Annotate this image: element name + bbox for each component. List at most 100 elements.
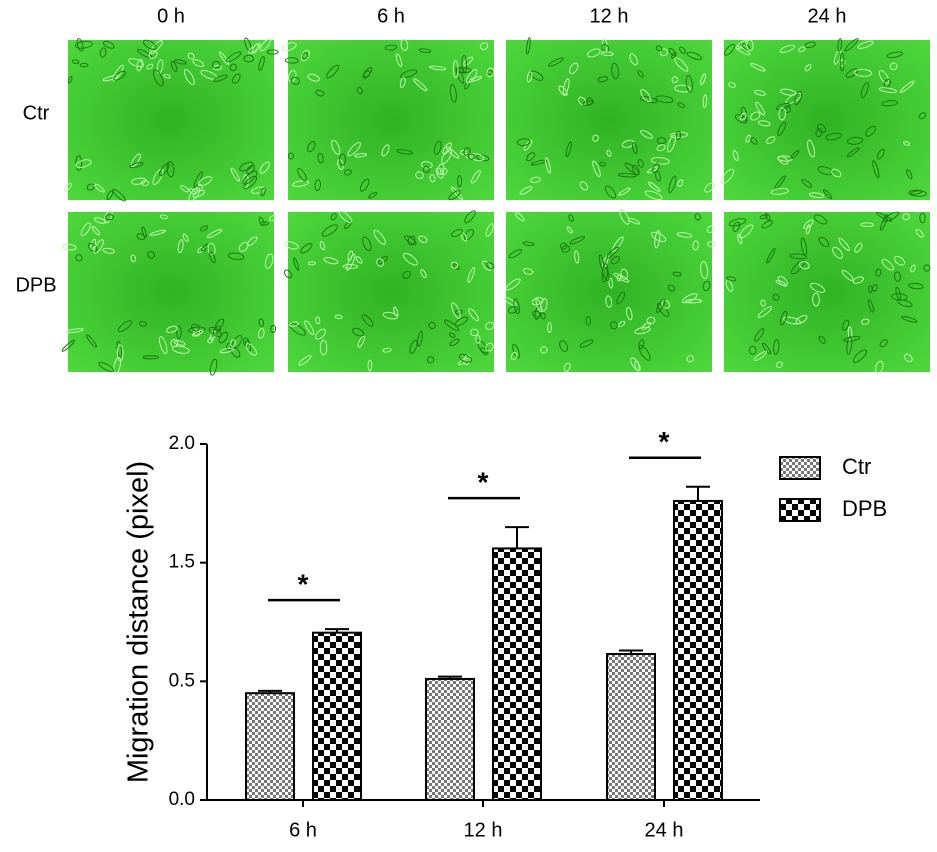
cell [732, 150, 739, 162]
cell [445, 146, 460, 159]
cell [130, 153, 141, 168]
cell [634, 360, 640, 372]
cell [355, 256, 363, 264]
cell [815, 128, 823, 138]
cell [745, 134, 751, 143]
cell [454, 316, 468, 327]
y-axis-title: Migration distance (pixel) [123, 461, 155, 783]
cell [257, 328, 265, 339]
cell [466, 69, 478, 84]
cell [608, 277, 613, 289]
cell [102, 74, 119, 82]
cell [62, 243, 77, 251]
cell [674, 84, 692, 93]
cell [592, 160, 601, 178]
cell [400, 38, 409, 51]
cell [809, 282, 826, 293]
bar [312, 631, 362, 801]
cell [152, 69, 164, 87]
cell [860, 318, 870, 325]
cell [544, 157, 552, 174]
cell [704, 182, 715, 193]
cell [860, 222, 874, 227]
significance-star: * [478, 466, 489, 497]
cell [362, 236, 372, 252]
cell [903, 140, 911, 146]
cell [748, 345, 757, 355]
cell [647, 166, 658, 174]
cell [753, 351, 767, 361]
cell [775, 279, 786, 286]
cell [625, 306, 633, 321]
cell [464, 210, 476, 224]
cell [867, 299, 875, 313]
cell [503, 296, 517, 307]
cell [102, 247, 115, 254]
cell [631, 142, 638, 154]
cell [450, 186, 464, 201]
cell [86, 334, 97, 348]
cell [880, 214, 888, 231]
cell [822, 189, 833, 200]
cell [64, 183, 72, 192]
cell [757, 120, 771, 127]
cell [396, 149, 413, 155]
cell [604, 185, 617, 199]
cell [376, 258, 384, 267]
x-tick-label: 6 h [289, 819, 317, 841]
cell [292, 180, 309, 188]
y-tick-label: 0.5 [169, 670, 195, 691]
cell [230, 167, 240, 182]
cell [779, 88, 797, 96]
cell [426, 356, 435, 364]
cell [843, 336, 861, 342]
cell [540, 346, 548, 354]
cell [400, 69, 418, 79]
cell [428, 321, 436, 330]
cell [177, 239, 184, 254]
cell [754, 328, 765, 342]
micrograph-bg [724, 212, 930, 372]
cell [817, 166, 834, 176]
cell [264, 253, 274, 270]
cell [878, 70, 890, 84]
cell [804, 41, 816, 49]
cell [159, 336, 168, 355]
micrograph-bg [288, 212, 494, 372]
cell [599, 161, 607, 167]
cell [761, 220, 773, 229]
cell [359, 178, 370, 192]
cell [516, 138, 531, 147]
cell [686, 51, 703, 60]
micrograph-bg [724, 40, 930, 200]
row-label: Ctr [23, 102, 50, 124]
cell [602, 266, 610, 281]
cell [644, 190, 663, 200]
cell [384, 44, 398, 51]
cell [347, 142, 362, 157]
cell [287, 152, 295, 160]
cell [846, 336, 853, 355]
cell [290, 76, 300, 85]
cell [382, 347, 392, 353]
cell [452, 60, 459, 79]
cell [93, 217, 107, 224]
cell [197, 176, 213, 187]
cell [522, 268, 534, 275]
cell [577, 96, 587, 106]
cell [777, 275, 788, 287]
cell [284, 57, 299, 64]
cell [330, 213, 337, 221]
cell [307, 73, 320, 82]
cell [679, 46, 686, 54]
cell [592, 134, 599, 142]
cell [852, 349, 867, 363]
cell [901, 316, 918, 323]
cell [891, 293, 908, 301]
cell [207, 242, 216, 256]
cell [170, 338, 179, 348]
x-tick-label: 24 h [645, 819, 684, 841]
micrograph-bg [506, 212, 712, 372]
cell [755, 101, 765, 116]
micrographs: 0 h 6 h 12 h 24 h Ctr DPB [15, 5, 931, 376]
